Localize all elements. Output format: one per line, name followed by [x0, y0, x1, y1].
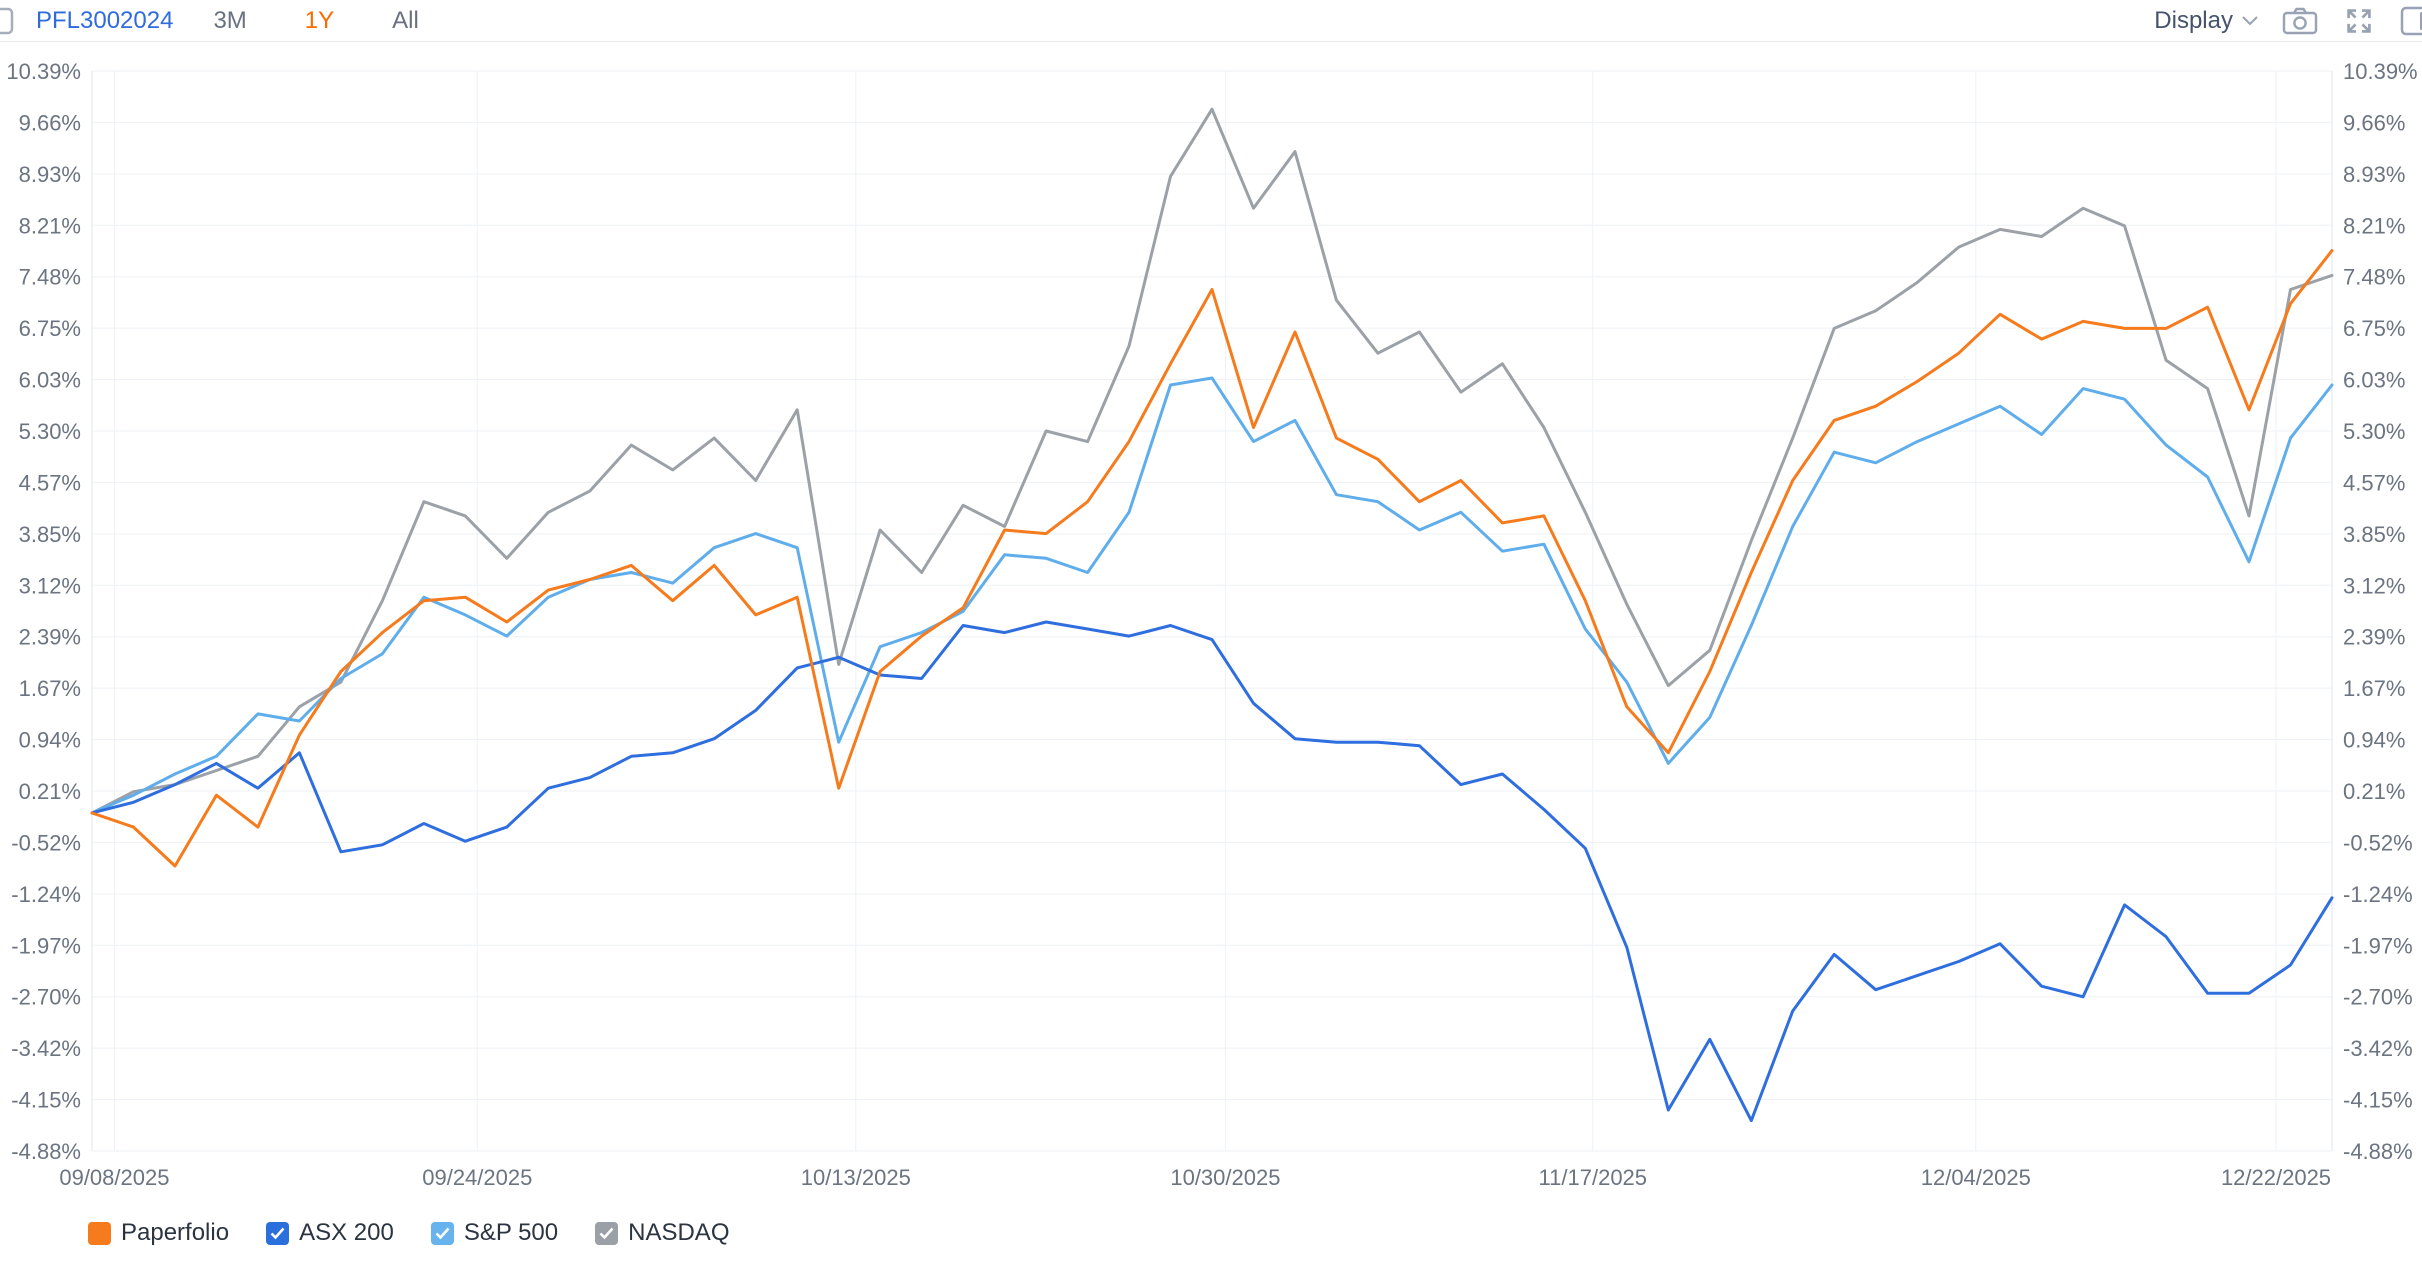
y-axis-label-right: 4.57%	[2343, 470, 2405, 495]
chart-area: 10.39% 10.39% 9.66% 9.66% 8.93% 8.93% 8.21% 8.2…	[0, 41, 2422, 1216]
series-line-asx200	[90, 620, 2334, 1123]
legend-label-sp500: S&P 500	[463, 1219, 559, 1246]
y-axis-label-right: 3.12%	[2343, 573, 2405, 598]
legend-swatch-paperfolio	[88, 1221, 111, 1245]
y-axis-label-right: 10.39%	[2343, 59, 2418, 84]
y-axis-label-right: 7.48%	[2343, 265, 2405, 290]
y-axis-label-left: 9.66%	[19, 110, 81, 135]
display-dropdown[interactable]: Display	[2154, 7, 2258, 35]
tab-all[interactable]: All	[392, 6, 419, 34]
legend-checkbox-sp500[interactable]	[430, 1221, 454, 1245]
expand-icon[interactable]	[2342, 5, 2376, 37]
x-axis-label: 12/22/2025	[2221, 1165, 2331, 1190]
y-axis-label-right: 6.03%	[2343, 368, 2405, 393]
y-axis-label-left: 2.39%	[19, 625, 81, 650]
y-axis-label-left: 8.93%	[19, 162, 81, 187]
legend-checkbox-asx200[interactable]	[266, 1221, 290, 1245]
y-axis-label-left: 1.67%	[19, 676, 81, 701]
series-line-sp500	[90, 376, 2334, 815]
y-axis-label-left: -3.42%	[11, 1036, 81, 1061]
legend-checkbox-nasdaq[interactable]	[595, 1221, 619, 1245]
y-axis-label-left: 0.94%	[19, 728, 81, 753]
tab-3m[interactable]: 3M	[213, 6, 247, 34]
y-axis-label-right: 1.67%	[2343, 676, 2405, 701]
range-tabs: 3M 1Y All	[213, 7, 418, 35]
check-icon	[435, 1227, 450, 1239]
x-axis-label: 10/13/2025	[801, 1165, 911, 1190]
y-axis-label-right: 3.85%	[2343, 522, 2405, 547]
y-axis-label-right: 2.39%	[2343, 625, 2405, 650]
y-axis-label-left: 8.21%	[19, 213, 81, 238]
y-axis-label-left: -1.24%	[11, 882, 81, 907]
y-axis-label-right: 8.93%	[2343, 162, 2405, 187]
legend-item-asx200[interactable]: ASX 200	[266, 1219, 394, 1247]
check-icon	[270, 1227, 285, 1239]
y-axis-label-left: 4.57%	[19, 470, 81, 495]
check-icon	[599, 1227, 614, 1239]
y-axis-label-right: -0.52%	[2343, 830, 2413, 855]
y-axis-label-right: -3.42%	[2343, 1036, 2413, 1061]
y-axis-label-left: -1.97%	[11, 933, 81, 958]
y-axis-label-right: 0.21%	[2343, 779, 2405, 804]
y-axis-label-left: -4.15%	[11, 1088, 81, 1113]
x-axis-label: 09/24/2025	[422, 1165, 532, 1190]
legend-label-nasdaq: NASDAQ	[628, 1219, 730, 1246]
chart-svg: 10.39% 10.39% 9.66% 9.66% 8.93% 8.93% 8.21% 8.2…	[6, 59, 2418, 1190]
y-axis-label-left: 7.48%	[19, 265, 81, 290]
legend-item-nasdaq[interactable]: NASDAQ	[595, 1219, 729, 1247]
display-label: Display	[2154, 6, 2233, 34]
x-axis-label: 12/04/2025	[1921, 1165, 2031, 1190]
y-axis-label-left: 0.21%	[19, 779, 81, 804]
legend-label-paperfolio: Paperfolio	[121, 1219, 230, 1246]
y-axis-label-right: -2.70%	[2343, 985, 2413, 1010]
tab-1y[interactable]: 1Y	[304, 6, 335, 34]
y-axis-label-left: 6.03%	[19, 368, 81, 393]
y-axis-label-right: 0.94%	[2343, 728, 2405, 753]
y-axis-label-right: 6.75%	[2343, 316, 2405, 341]
x-axis-label: 10/30/2025	[1170, 1165, 1280, 1190]
y-axis-label-left: 3.12%	[19, 573, 81, 598]
y-axis-label-left: 5.30%	[19, 419, 81, 444]
chevron-down-icon	[2242, 15, 2258, 25]
y-axis-label-right: -1.97%	[2343, 933, 2413, 958]
legend: Paperfolio ASX 200 S&P 500 NASDAQ	[88, 1219, 729, 1247]
legend-label-asx200: ASX 200	[299, 1219, 394, 1246]
legend-item-sp500[interactable]: S&P 500	[430, 1219, 559, 1247]
y-axis-label-left: -0.52%	[11, 830, 81, 855]
y-axis-label-left: 3.85%	[19, 522, 81, 547]
y-axis-label-right: -4.88%	[2343, 1139, 2413, 1164]
camera-icon[interactable]	[2282, 6, 2318, 36]
y-axis-label-right: 5.30%	[2343, 419, 2405, 444]
x-axis-label: 09/08/2025	[59, 1165, 169, 1190]
y-axis-label-left: 10.39%	[6, 59, 81, 84]
y-axis-label-right: 9.66%	[2343, 110, 2405, 135]
portfolio-id-link[interactable]: PFL3002024	[36, 6, 174, 34]
y-axis-label-left: -2.70%	[11, 985, 81, 1010]
y-axis-label-right: -1.24%	[2343, 882, 2413, 907]
legend-item-paperfolio[interactable]: Paperfolio	[88, 1219, 229, 1247]
series-line-paperfolio	[90, 249, 2334, 868]
y-axis-label-right: -4.15%	[2343, 1088, 2413, 1113]
y-axis-label-right: 8.21%	[2343, 213, 2405, 238]
x-axis-label: 11/17/2025	[1539, 1165, 1647, 1190]
series-line-nasdaq	[90, 107, 2334, 815]
panel-left-icon[interactable]	[0, 6, 14, 36]
toolbar-right: Display	[2154, 5, 2422, 37]
y-axis-label-left: -4.88%	[11, 1139, 81, 1164]
panel-right-icon[interactable]	[2400, 6, 2422, 36]
toolbar: PFL3002024 3M 1Y All Display	[0, 0, 2422, 42]
y-axis-label-left: 6.75%	[19, 316, 81, 341]
